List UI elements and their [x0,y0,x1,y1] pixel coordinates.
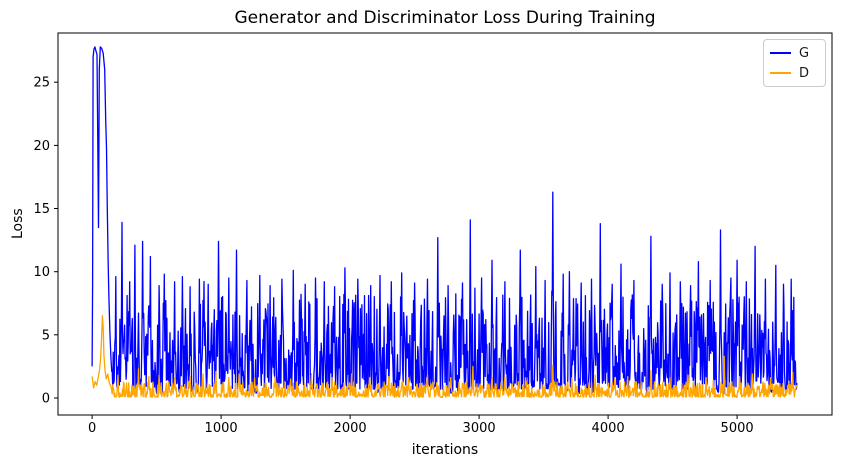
x-tick-label: 5000 [721,421,754,436]
series-g-line [91,46,798,395]
plot-border [57,32,833,416]
y-tick-label: 0 [42,392,50,407]
x-tick-label: 0 [88,421,96,436]
y-tick-label: 20 [33,139,50,154]
y-tick-label: 15 [33,202,50,217]
x-tick-label: 3000 [463,421,496,436]
y-tick-label: 25 [33,76,50,91]
x-axis-label: iterations [411,442,479,458]
legend-line-d-icon [770,71,791,75]
legend-item-g: G [770,43,818,63]
series-d-line [91,315,798,398]
x-tick-label: 1000 [205,421,238,436]
chart-title: Generator and Discriminator Loss During … [234,8,656,28]
legend: G D [763,39,826,87]
legend-line-g-icon [770,51,791,55]
x-tick-label: 4000 [592,421,625,436]
x-tick-label: 2000 [334,421,367,436]
legend-label-d: D [799,65,810,81]
y-axis-label: Loss [10,208,26,240]
y-tick-label: 5 [42,328,50,343]
y-tick-label: 10 [33,265,50,280]
legend-item-d: D [770,63,818,83]
legend-label-g: G [799,45,810,61]
